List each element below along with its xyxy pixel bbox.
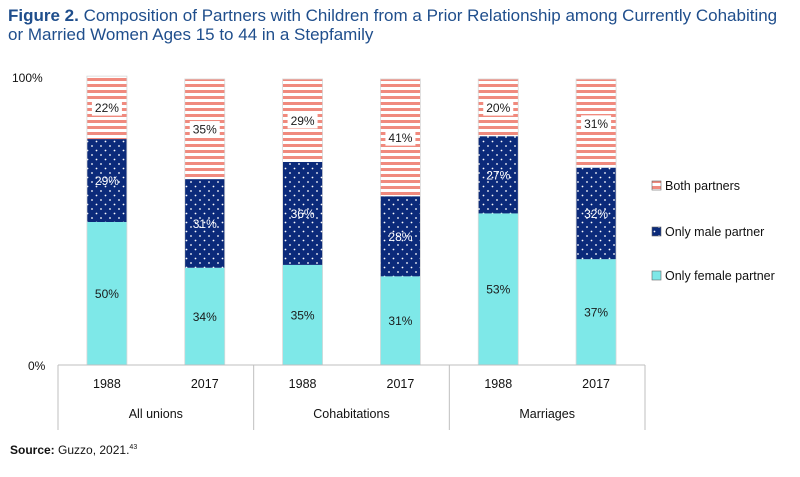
data-label-3-6: 31%: [584, 117, 608, 131]
bar-segment-1-4: [380, 276, 421, 365]
data-label-bg-3-5: [483, 99, 514, 116]
y-tick-label-bottom: 0%: [28, 359, 46, 373]
data-label-2-2: 31%: [193, 217, 217, 231]
source-note: Source: Guzzo, 2021.43: [10, 443, 137, 457]
data-label-1-6: 37%: [584, 306, 608, 320]
x-tick-label-3: 1988: [289, 377, 317, 391]
data-label-1-1: 50%: [95, 287, 119, 301]
data-label-bg-3-1: [91, 99, 122, 116]
legend-swatch-3: [651, 270, 662, 281]
group-label-1: All unions: [129, 407, 183, 421]
data-label-bg-3-3: [287, 112, 318, 129]
bar-segment-1-3: [282, 264, 323, 365]
bar-segment-1-1: [86, 222, 127, 365]
data-label-1-3: 35%: [291, 308, 315, 322]
figure-title-text: Composition of Partners with Children fr…: [8, 6, 778, 44]
data-label-3-2: 35%: [193, 123, 217, 137]
bar-segment-2-1: [86, 139, 127, 222]
data-label-2-1: 29%: [95, 174, 119, 188]
data-label-2-4: 28%: [388, 230, 412, 244]
x-tick-label-6: 2017: [582, 377, 610, 391]
x-tick-label-5: 1988: [484, 377, 512, 391]
figure-title: Figure 2. Composition of Partners with C…: [8, 6, 793, 44]
group-label-3: Marriages: [519, 407, 575, 421]
legend-label-3: Only female partner: [665, 269, 775, 283]
source-label: Source:: [10, 443, 55, 457]
bar-segment-2-2: [184, 179, 225, 268]
legend-label-2: Only male partner: [665, 225, 764, 239]
figure-label: Figure 2.: [8, 6, 79, 25]
legend-swatch-2: [651, 226, 662, 237]
data-label-3-4: 41%: [388, 131, 412, 145]
data-label-1-4: 31%: [388, 314, 412, 328]
data-label-3-5: 20%: [486, 101, 510, 115]
x-tick-label-1: 1988: [93, 377, 121, 391]
bar-segment-2-4: [380, 196, 421, 277]
data-label-2-6: 32%: [584, 207, 608, 221]
legend-label-1: Both partners: [665, 179, 740, 193]
data-label-bg-3-4: [385, 129, 416, 146]
x-tick-label-2: 2017: [191, 377, 219, 391]
bar-segment-1-2: [184, 267, 225, 365]
y-tick-label-top: 100%: [12, 71, 43, 85]
group-label-2: Cohabitations: [313, 407, 389, 421]
bar-segment-2-5: [478, 136, 519, 214]
data-label-3-1: 22%: [95, 101, 119, 115]
data-label-3-3: 29%: [291, 114, 315, 128]
x-tick-label-4: 2017: [387, 377, 415, 391]
data-label-bg-3-2: [189, 121, 220, 138]
bar-segment-2-3: [282, 161, 323, 265]
data-label-2-5: 27%: [486, 168, 510, 182]
data-label-2-3: 36%: [291, 207, 315, 221]
legend-swatch-1: [651, 180, 662, 191]
data-label-1-5: 53%: [486, 283, 510, 297]
source-footnote: 43: [129, 444, 138, 451]
bar-segment-1-5: [478, 213, 519, 365]
data-label-1-2: 34%: [193, 310, 217, 324]
source-text: Guzzo, 2021.: [58, 443, 130, 457]
bar-segment-1-6: [576, 259, 617, 365]
bar-segment-2-6: [576, 167, 617, 260]
data-label-bg-3-6: [581, 115, 612, 132]
